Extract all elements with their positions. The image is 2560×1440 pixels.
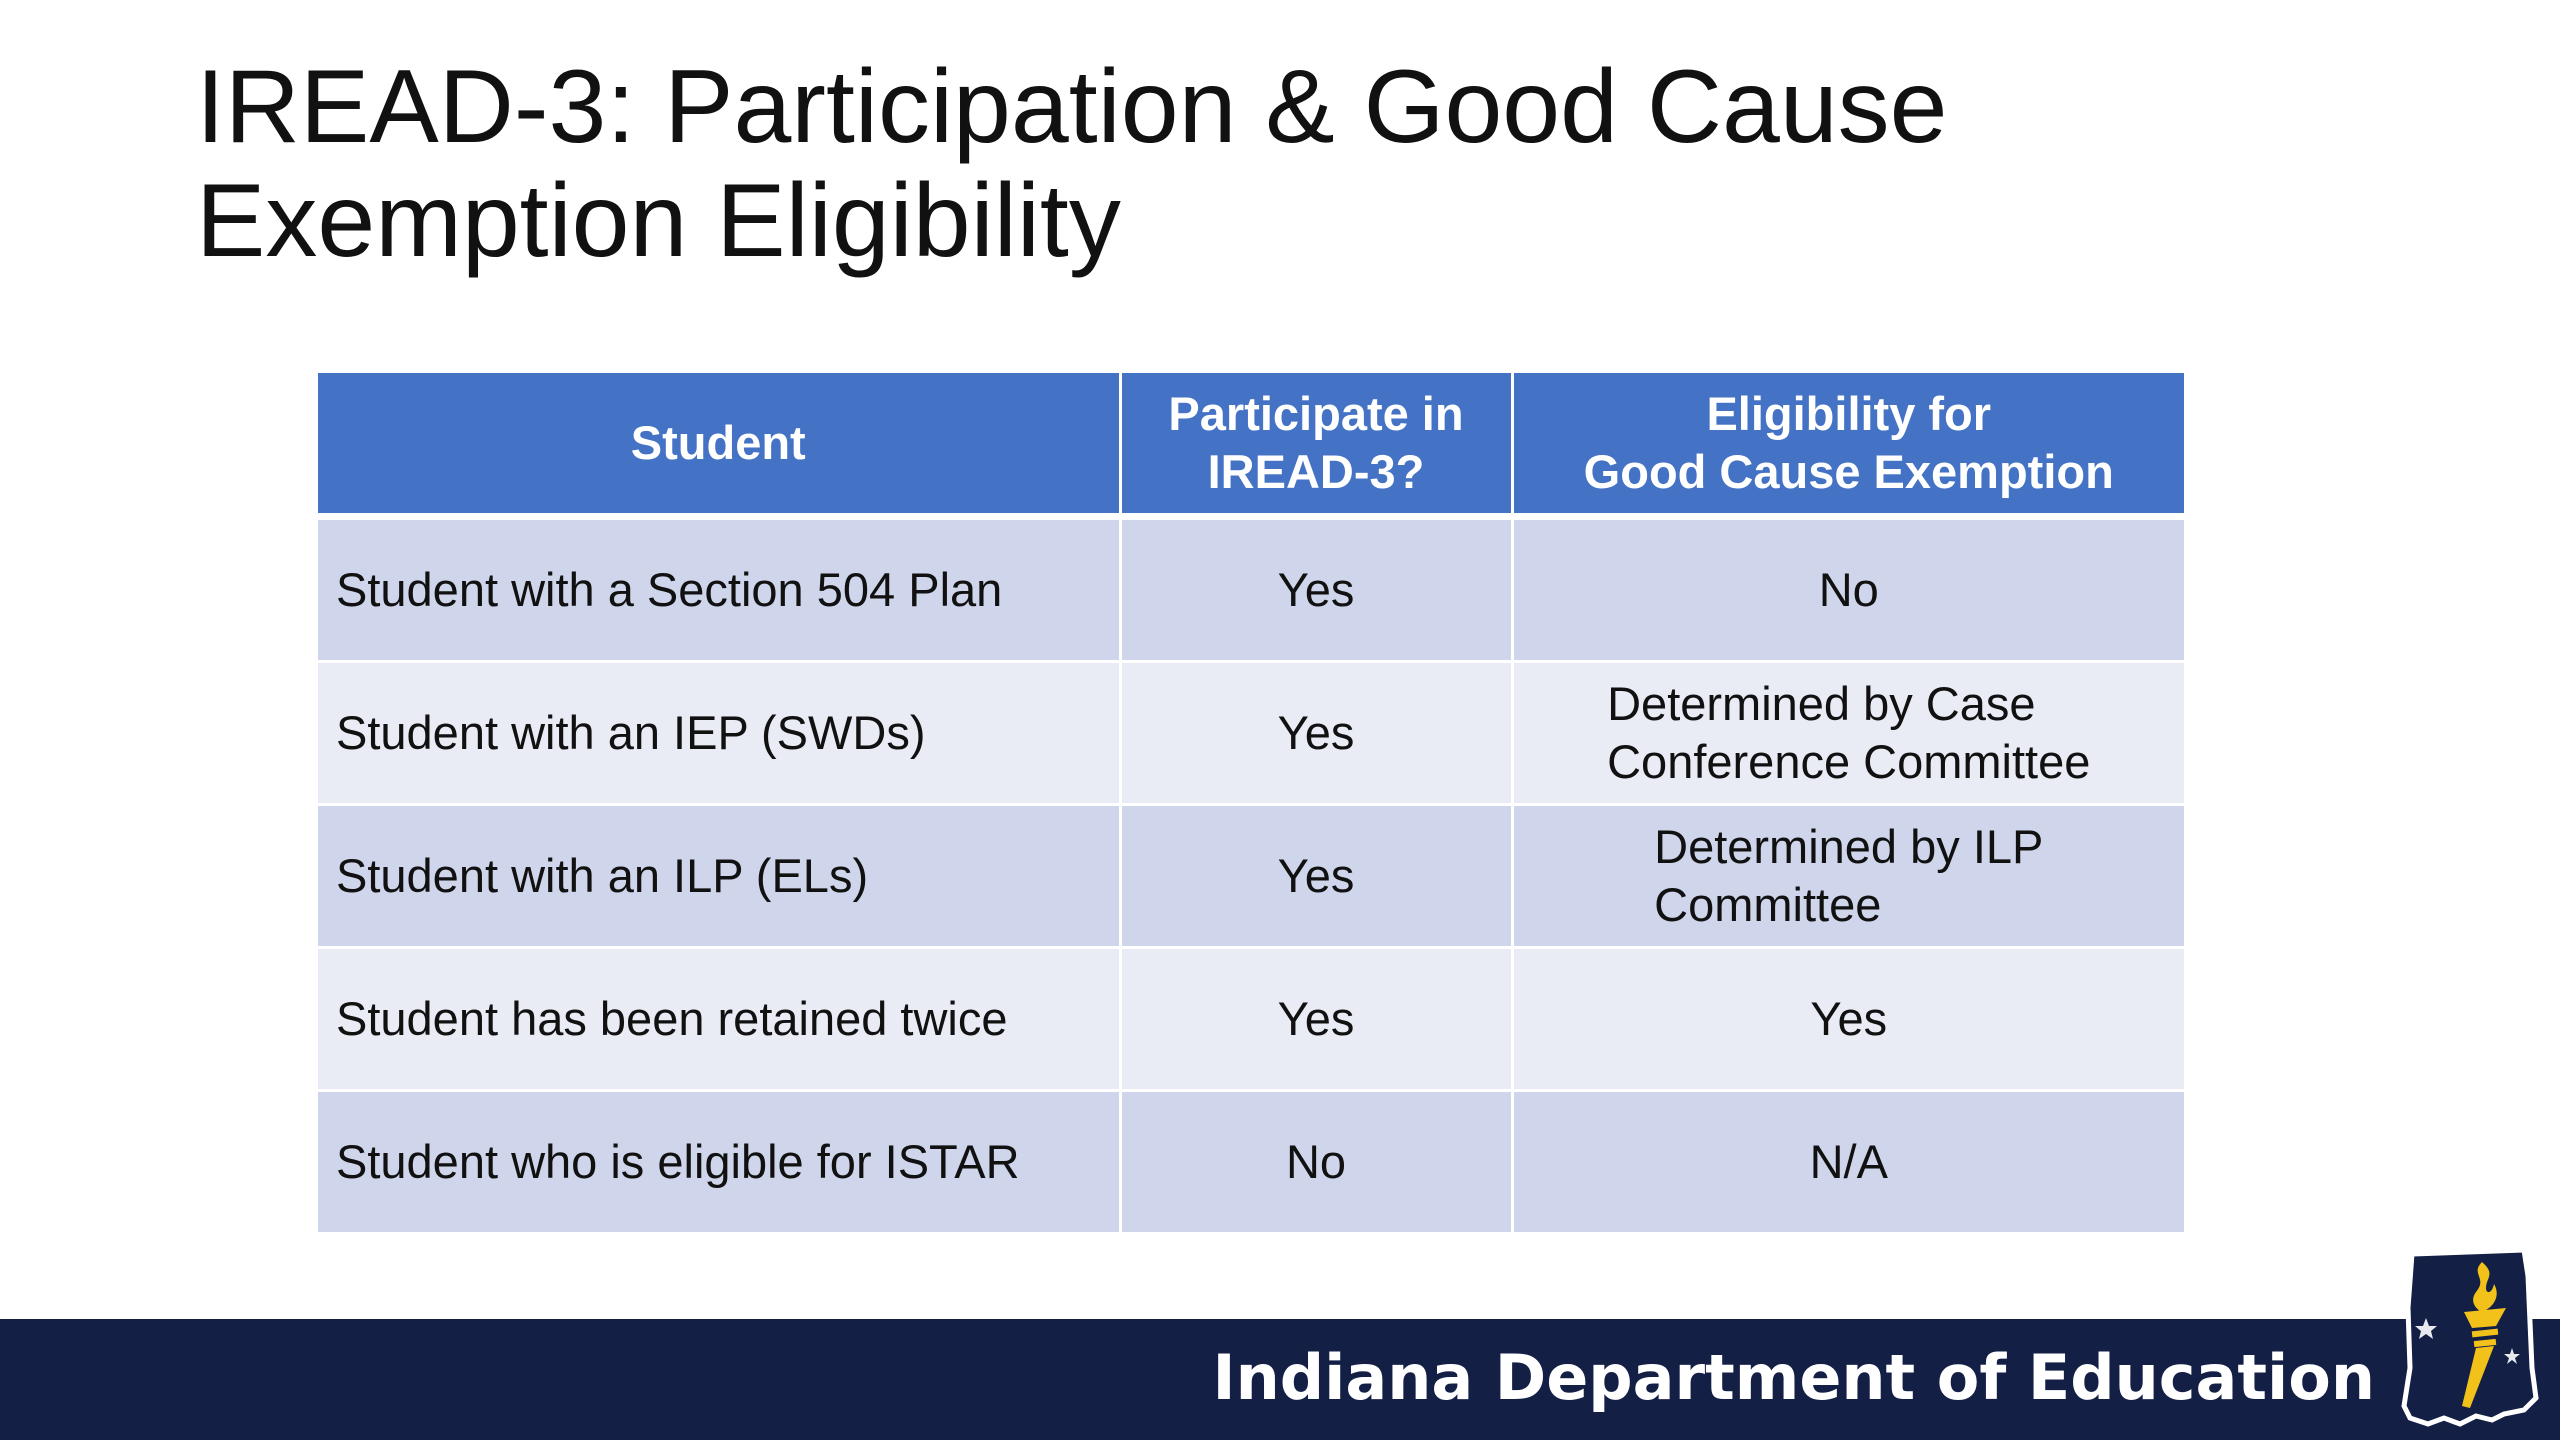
table-row: Student who is eligible for ISTAR No N/A — [318, 1090, 2184, 1235]
cell-eligibility: No — [1512, 516, 2184, 663]
slide-title-line-1: IREAD-3: Participation & Good Cause — [196, 49, 1948, 165]
cell-eligibility: Determined by ILP Committee — [1512, 804, 2184, 949]
indiana-state-shape — [2401, 1248, 2539, 1427]
header-participate-line-2: IREAD-3? — [1207, 445, 1425, 498]
header-student: Student — [318, 373, 1122, 520]
cell-eligibility-line-2: Conference Committee — [1607, 735, 2091, 788]
header-participate-line-1: Participate in — [1168, 387, 1464, 440]
table-row: Student with an IEP (SWDs) Yes Determine… — [318, 661, 2184, 806]
cell-student: Student with an IEP (SWDs) — [318, 661, 1122, 806]
eligibility-table: Student Participate in IREAD-3? Eligibil… — [318, 373, 2184, 1235]
header-participate: Participate in IREAD-3? — [1120, 373, 1514, 520]
cell-eligibility-line-1: Determined by ILP — [1654, 820, 2044, 873]
cell-eligibility-text: Determined by Case Conference Committee — [1607, 675, 2090, 791]
table-header-row: Student Participate in IREAD-3? Eligibil… — [318, 373, 2184, 520]
cell-participate: Yes — [1120, 516, 1514, 663]
cell-eligibility-line-2: Committee — [1654, 878, 1882, 931]
footer-organization-name: Indiana Department of Education — [1212, 1341, 2375, 1414]
cell-participate: Yes — [1120, 947, 1514, 1092]
torch-handle — [2462, 1346, 2494, 1408]
header-eligibility-line-2: Good Cause Exemption — [1583, 445, 2114, 498]
torch-flame — [2473, 1262, 2497, 1312]
cell-eligibility-text: Determined by ILP Committee — [1654, 818, 2043, 934]
cell-student: Student who is eligible for ISTAR — [318, 1090, 1122, 1235]
header-eligibility: Eligibility for Good Cause Exemption — [1512, 373, 2184, 520]
cell-eligibility: N/A — [1512, 1090, 2184, 1235]
torch-cup — [2464, 1308, 2506, 1328]
cell-eligibility-line-1: Determined by Case — [1607, 677, 2036, 730]
cell-participate: Yes — [1120, 661, 1514, 806]
cell-student: Student has been retained twice — [318, 947, 1122, 1092]
cell-student: Student with an ILP (ELs) — [318, 804, 1122, 949]
eligibility-table-container: Student Participate in IREAD-3? Eligibil… — [318, 373, 2184, 1235]
cell-eligibility: Yes — [1512, 947, 2184, 1092]
slide-title-line-2: Exemption Eligibility — [196, 163, 1121, 279]
slide-title: IREAD-3: Participation & Good Cause Exem… — [196, 50, 2296, 278]
table-row: Student has been retained twice Yes Yes — [318, 947, 2184, 1092]
table-row: Student with a Section 504 Plan Yes No — [318, 516, 2184, 663]
indiana-torch-logo-icon — [2401, 1248, 2539, 1427]
footer-bar — [0, 1319, 2560, 1440]
cell-participate: Yes — [1120, 804, 1514, 949]
header-eligibility-line-1: Eligibility for — [1706, 387, 1992, 440]
cell-student: Student with a Section 504 Plan — [318, 516, 1122, 663]
cell-eligibility: Determined by Case Conference Committee — [1512, 661, 2184, 806]
table-row: Student with an ILP (ELs) Yes Determined… — [318, 804, 2184, 949]
cell-participate: No — [1120, 1090, 1514, 1235]
